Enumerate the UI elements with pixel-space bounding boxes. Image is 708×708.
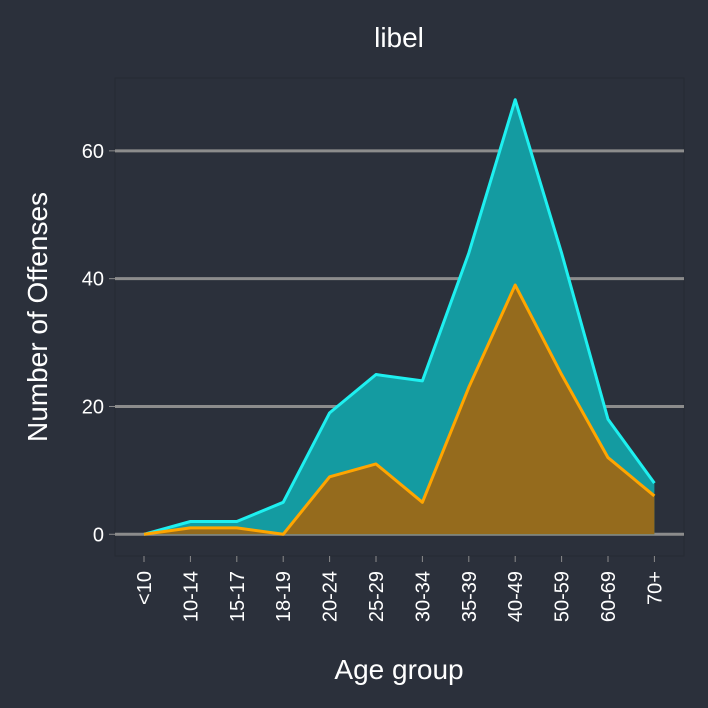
x-tick-label-8: 40-49 [505, 571, 527, 622]
x-tick-label-11: 70+ [644, 571, 666, 605]
y-tick-label-40: 40 [82, 269, 104, 291]
x-tick-label-5: 25-29 [366, 571, 388, 622]
series-lines [143, 98, 656, 536]
x-tick-label-1: 10-14 [180, 571, 202, 622]
x-tick-label-0: <10 [134, 571, 156, 605]
series-0-line [143, 98, 656, 536]
x-tick-label-4: 20-24 [320, 571, 342, 622]
series-areas [144, 99, 655, 535]
x-tick-label-2: 15-17 [227, 571, 249, 622]
y-axis-ticks: 0 20 40 60 [82, 141, 115, 546]
series-1-area [144, 285, 655, 535]
x-tick-label-9: 50-59 [552, 571, 574, 622]
series-1-line [143, 283, 656, 536]
x-tick-label-3: 18-19 [273, 571, 295, 622]
x-tick-label-6: 30-34 [412, 571, 434, 622]
y-tick-label-0: 0 [93, 524, 104, 546]
x-axis-ticks: <10 10-14 15-17 18-19 20-24 25-29 30-34 35-39 40… [134, 556, 666, 622]
chart-title: libel [374, 22, 424, 53]
x-tick-label-7: 35-39 [459, 571, 481, 622]
x-axis-title: Age group [334, 654, 463, 685]
y-tick-label-60: 60 [82, 141, 104, 163]
y-axis-title: Number of Offenses [22, 192, 53, 442]
y-tick-label-20: 20 [82, 396, 104, 418]
x-tick-label-10: 60-69 [598, 571, 620, 622]
